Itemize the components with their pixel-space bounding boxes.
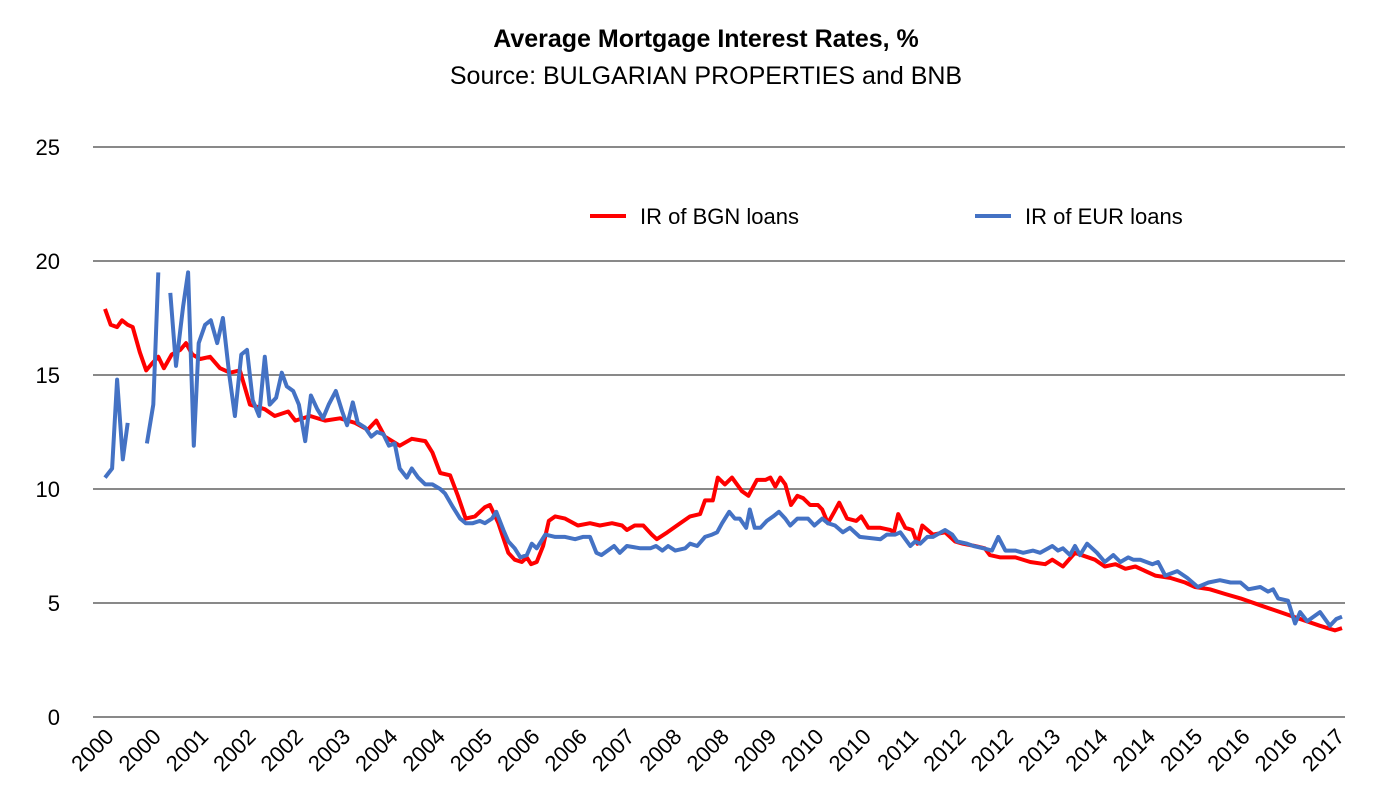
x-tick-label: 2008 — [682, 724, 734, 776]
y-axis-ticks: 0 5 10 15 20 25 — [36, 135, 60, 730]
x-tick-label: 2011 — [872, 724, 923, 775]
y-tick-label: 15 — [36, 363, 60, 388]
gridlines — [93, 146, 1345, 718]
legend: IR of BGN loans IR of EUR loans — [590, 204, 1183, 229]
x-axis-ticks: 2000200020012002200220032004200420052006… — [66, 724, 1349, 776]
legend-label-eur: IR of EUR loans — [1025, 204, 1183, 229]
x-tick-label: 2017 — [1297, 724, 1349, 776]
x-tick-label: 2004 — [398, 724, 450, 776]
x-tick-label: 2012 — [918, 724, 970, 776]
x-tick-label: 2015 — [1155, 724, 1207, 776]
x-tick-label: 2006 — [540, 724, 592, 776]
x-tick-label: 2006 — [492, 724, 544, 776]
x-tick-label: 2016 — [1250, 724, 1302, 776]
y-tick-label: 20 — [36, 249, 60, 274]
x-tick-label: 2007 — [587, 724, 639, 776]
legend-label-bgn: IR of BGN loans — [640, 204, 799, 229]
x-tick-label: 2012 — [966, 724, 1018, 776]
x-tick-label: 2010 — [824, 724, 876, 776]
chart-title: Average Mortgage Interest Rates, % — [493, 25, 919, 53]
x-tick-label: 2005 — [445, 724, 497, 776]
x-tick-label: 2000 — [114, 724, 166, 776]
x-tick-label: 2001 — [161, 724, 213, 776]
x-tick-label: 2014 — [1108, 724, 1160, 776]
y-tick-label: 25 — [36, 135, 60, 160]
x-tick-label: 2004 — [350, 724, 402, 776]
y-tick-label: 5 — [48, 591, 60, 616]
x-tick-label: 2000 — [66, 724, 118, 776]
x-tick-label: 2014 — [1060, 724, 1112, 776]
x-tick-label: 2010 — [776, 724, 828, 776]
x-tick-label: 2009 — [729, 724, 781, 776]
x-tick-label: 2002 — [256, 724, 308, 776]
x-tick-label: 2002 — [208, 724, 260, 776]
x-tick-label: 2008 — [634, 724, 686, 776]
x-tick-label: 2013 — [1013, 724, 1065, 776]
chart-subtitle: Source: BULGARIAN PROPERTIES and BNB — [450, 62, 962, 90]
x-tick-label: 2016 — [1202, 724, 1254, 776]
y-tick-label: 10 — [36, 477, 60, 502]
series-lines — [103, 270, 1343, 633]
series-line-bgn — [103, 308, 1343, 633]
x-tick-label: 2003 — [303, 724, 355, 776]
series-line-eur — [103, 270, 1343, 628]
y-tick-label: 0 — [48, 705, 60, 730]
